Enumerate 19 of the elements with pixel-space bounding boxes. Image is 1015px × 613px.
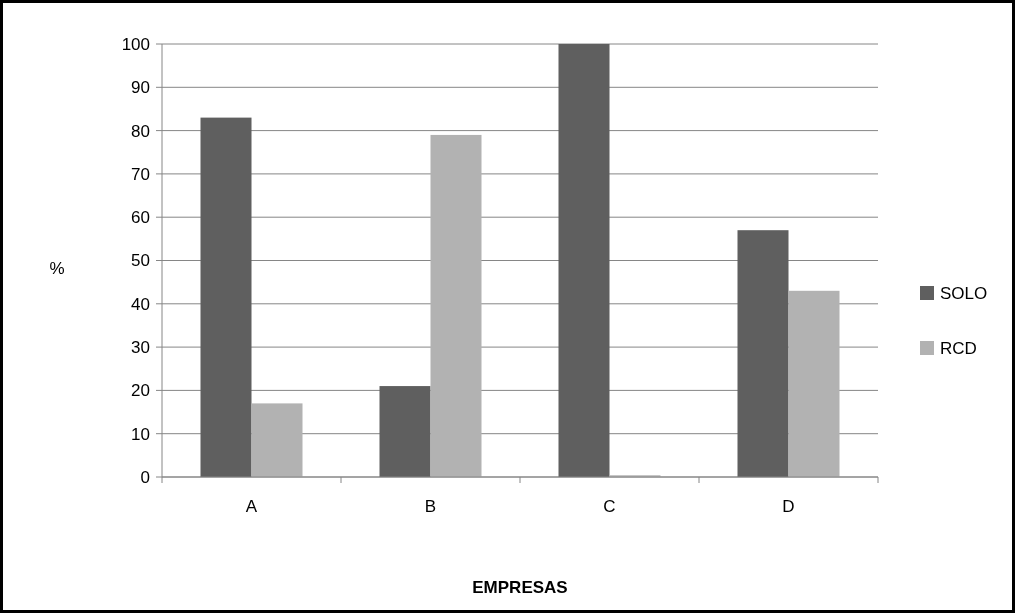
y-tick-label: 60: [131, 208, 150, 228]
x-tick-label: A: [245, 497, 258, 516]
x-tick-label: C: [603, 497, 616, 516]
y-tick-label: 70: [131, 164, 150, 184]
x-axis-title: EMPRESAS: [472, 578, 568, 597]
x-tick-label: D: [782, 497, 795, 516]
y-axis-title: %: [49, 259, 65, 278]
y-tick-label: 80: [131, 121, 150, 141]
y-tick-label: 0: [140, 467, 150, 487]
legend-label: RCD: [940, 338, 977, 358]
y-tick-label: 40: [131, 294, 150, 314]
y-tick-label: 20: [131, 381, 150, 401]
y-tick-label: 90: [131, 78, 150, 98]
x-tick-label: B: [424, 497, 437, 516]
y-tick-label: 30: [131, 338, 150, 358]
y-tick-label: 100: [121, 34, 150, 54]
legend-label: SOLO: [940, 283, 988, 303]
y-tick-label: 50: [131, 251, 150, 271]
y-tick-label: 10: [131, 424, 150, 444]
